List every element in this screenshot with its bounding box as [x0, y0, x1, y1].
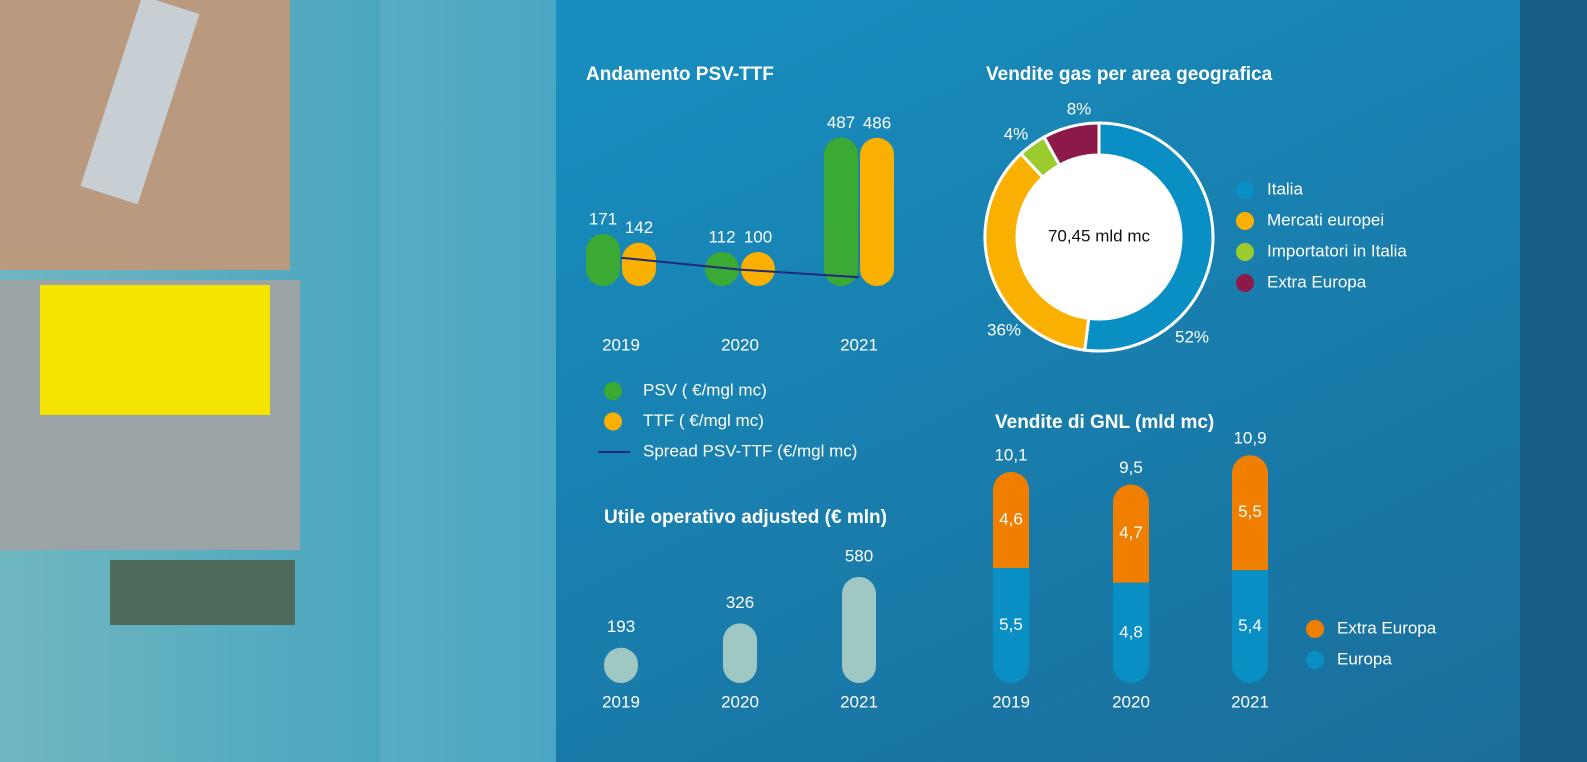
- legend-label: Mercati europei: [1267, 210, 1384, 229]
- x-tick-label: 2020: [1112, 692, 1150, 711]
- x-tick-label: 2021: [1231, 692, 1269, 711]
- legend-label: Importatori in Italia: [1267, 241, 1407, 260]
- value-label: 487: [827, 113, 855, 132]
- legend-swatch: [1236, 212, 1254, 230]
- legend-swatch: [1236, 181, 1254, 199]
- value-label: 100: [744, 227, 772, 246]
- total-label: 9,5: [1119, 458, 1143, 477]
- chart-title: Andamento PSV-TTF: [586, 64, 774, 85]
- x-tick-label: 2020: [721, 335, 759, 354]
- legend-label: Extra Europa: [1267, 272, 1367, 291]
- value-label: 142: [625, 218, 653, 237]
- legend-swatch: [1236, 274, 1254, 292]
- value-label: 580: [845, 546, 873, 565]
- value-label: 36%: [987, 320, 1021, 339]
- legend-swatch: [1306, 651, 1324, 669]
- chart-title: Utile operativo adjusted (€ mln): [604, 507, 887, 528]
- donut-slice: [1083, 121, 1215, 353]
- value-label: 5,4: [1238, 616, 1262, 635]
- value-label: 4%: [1004, 124, 1029, 143]
- value-label: 4,8: [1119, 622, 1143, 641]
- value-label: 193: [607, 617, 635, 636]
- x-tick-label: 2019: [602, 335, 640, 354]
- value-label: 326: [726, 593, 754, 612]
- bar-segment: [993, 568, 1029, 683]
- value-label: 486: [863, 113, 891, 132]
- x-tick-label: 2021: [840, 335, 878, 354]
- value-label: 4,7: [1119, 523, 1143, 542]
- side-strip: [1520, 0, 1587, 762]
- photo: [0, 0, 556, 762]
- value-label: 8%: [1067, 99, 1092, 118]
- chart-title: Vendite di GNL (mld mc): [995, 412, 1214, 433]
- bar: [824, 137, 858, 286]
- value-label: 52%: [1175, 327, 1209, 346]
- bar: [586, 233, 620, 286]
- total-label: 10,1: [994, 445, 1027, 464]
- bar: [842, 576, 876, 683]
- value-label: 112: [708, 227, 735, 246]
- legend-label: PSV ( €/mgl mc): [643, 380, 767, 399]
- bar: [723, 623, 757, 683]
- bar-segment: [993, 471, 1029, 569]
- legend-label: Italia: [1267, 179, 1303, 198]
- bar-segment: [1232, 570, 1268, 683]
- total-label: 10,9: [1233, 429, 1266, 448]
- x-tick-label: 2019: [992, 692, 1030, 711]
- spread-line: [620, 256, 860, 279]
- legend-swatch: [1236, 243, 1254, 261]
- value-label: 4,6: [999, 509, 1023, 528]
- legend-label: Spread PSV-TTF (€/mgl mc): [643, 441, 857, 460]
- bar: [741, 252, 775, 286]
- bar: [622, 242, 656, 286]
- legend-swatch: [604, 412, 622, 431]
- legend-swatch: [1306, 620, 1324, 638]
- bar-segment: [1232, 455, 1268, 571]
- legend-label: Extra Europa: [1337, 618, 1437, 637]
- bar: [604, 647, 638, 683]
- bar-segment: [1113, 484, 1149, 583]
- bar: [705, 251, 739, 286]
- bar: [860, 137, 894, 286]
- legend-swatch: [604, 382, 622, 400]
- legend-label: Europa: [1337, 649, 1392, 668]
- x-tick-label: 2020: [721, 692, 759, 711]
- value-label: 171: [589, 209, 617, 228]
- center-label: 70,45 mld mc: [1048, 226, 1151, 245]
- donut-hole: [1017, 155, 1181, 319]
- value-label: 5,5: [1238, 502, 1262, 521]
- legend-label: TTF ( €/mgl mc): [643, 411, 764, 430]
- x-tick-label: 2021: [840, 692, 878, 711]
- value-label: 5,5: [999, 615, 1023, 634]
- bar-segment: [1113, 582, 1149, 683]
- chart-title: Vendite gas per area geografica: [986, 64, 1273, 85]
- x-tick-label: 2019: [602, 692, 640, 711]
